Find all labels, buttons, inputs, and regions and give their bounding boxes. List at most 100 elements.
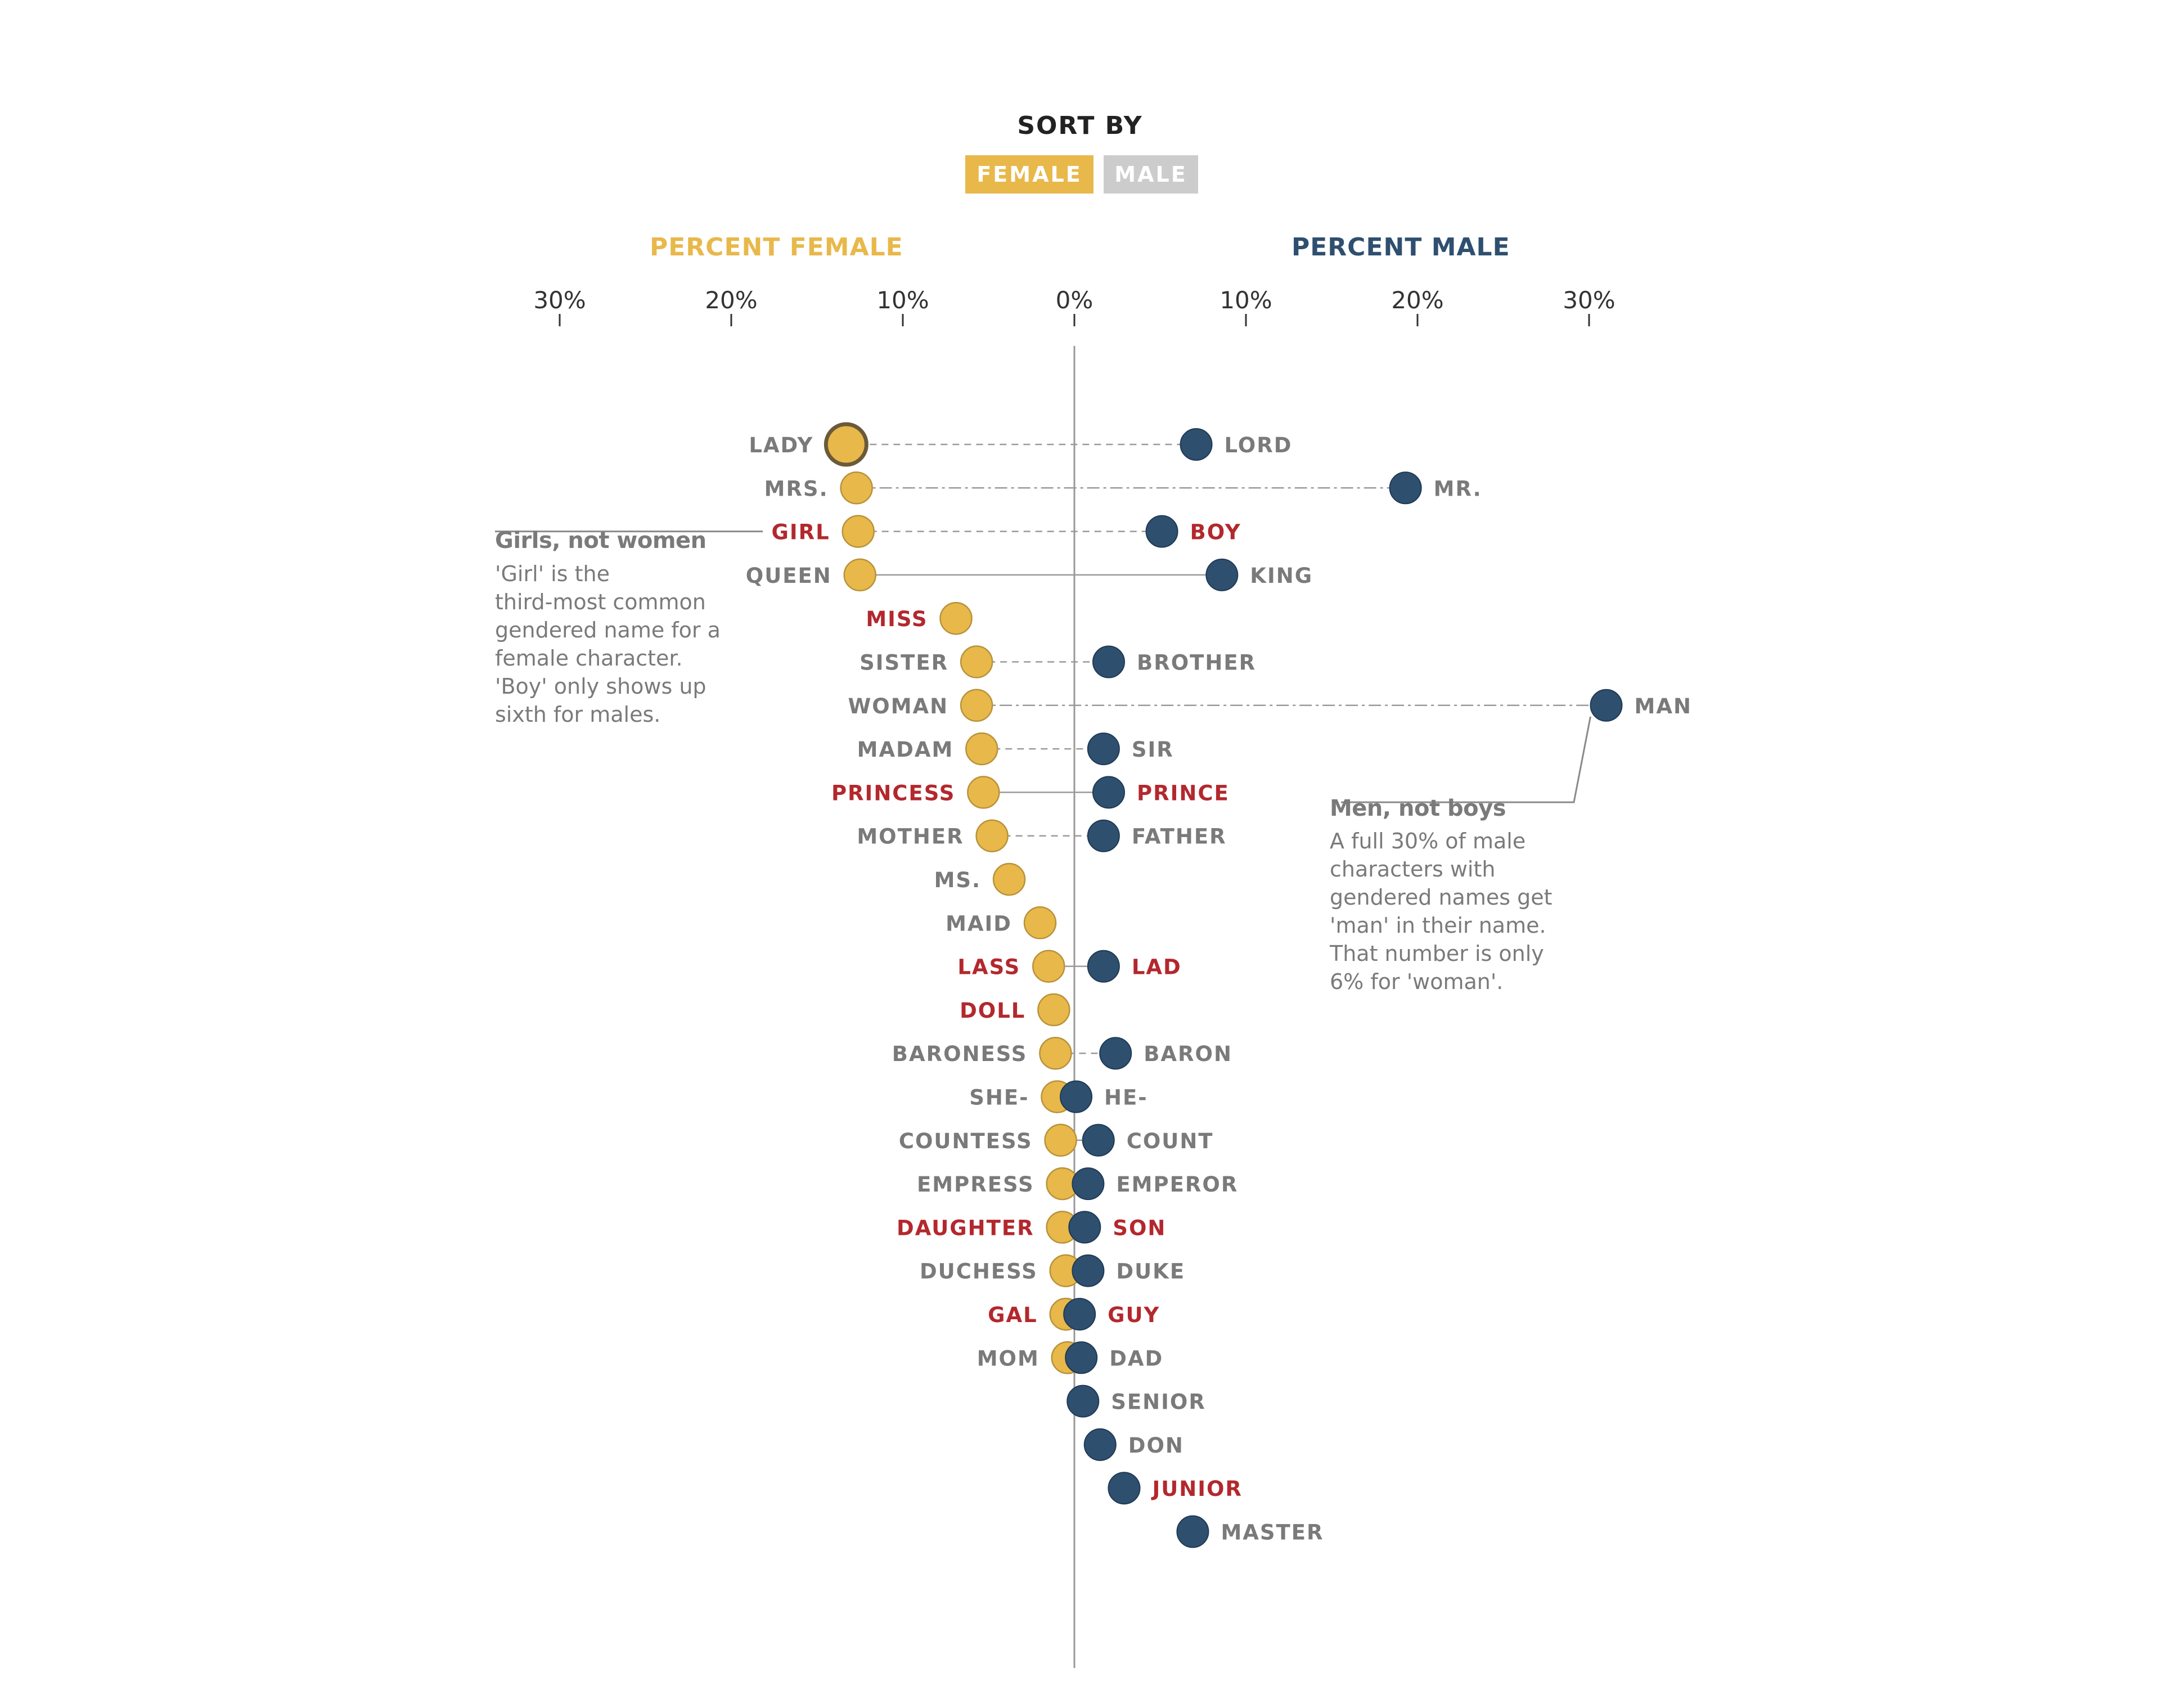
row: MOTHER FATHER xyxy=(857,819,1226,852)
male-dot[interactable] xyxy=(1082,1123,1115,1157)
row: MOM DAD xyxy=(977,1341,1163,1374)
sort-female-button[interactable]: FEMALE xyxy=(965,155,1094,194)
male-label: GUY xyxy=(1108,1303,1160,1327)
female-label: PRINCESS xyxy=(831,781,955,805)
row: LADY LORD xyxy=(749,422,1293,467)
male-label: SENIOR xyxy=(1111,1390,1206,1414)
male-label: LORD xyxy=(1225,433,1293,457)
annotation-left-body: 'Girl' is the third-most common gendered… xyxy=(495,561,721,727)
male-dot[interactable] xyxy=(1072,1254,1105,1287)
male-dot[interactable] xyxy=(1072,1167,1105,1201)
male-dot[interactable] xyxy=(1205,558,1239,591)
axis-tick-label: 10% xyxy=(876,286,929,314)
axis-tick-label: 30% xyxy=(533,286,586,314)
female-dot[interactable] xyxy=(843,558,876,592)
row: EMPRESS EMPEROR xyxy=(917,1167,1238,1201)
male-label: KING xyxy=(1250,564,1313,588)
male-label: SON xyxy=(1113,1216,1166,1240)
row: MAID xyxy=(946,906,1057,940)
row: DON xyxy=(1083,1428,1184,1461)
female-label: MAID xyxy=(946,911,1012,936)
female-dot[interactable] xyxy=(842,515,875,548)
male-dot[interactable] xyxy=(1087,819,1120,852)
female-dot[interactable] xyxy=(840,471,873,505)
male-dot[interactable] xyxy=(1590,689,1623,722)
female-label: MADAM xyxy=(857,738,954,762)
male-label: SIR xyxy=(1132,738,1174,762)
female-dot[interactable] xyxy=(967,776,1000,809)
female-label: SHE- xyxy=(969,1086,1029,1110)
row: MRS. MR. xyxy=(764,471,1481,505)
male-dot[interactable] xyxy=(1176,1515,1209,1548)
male-label: EMPEROR xyxy=(1116,1172,1238,1197)
male-label: DAD xyxy=(1109,1346,1163,1370)
row: COUNTESS COUNT xyxy=(899,1123,1214,1157)
row: GIRL BOY xyxy=(771,515,1240,548)
male-dot[interactable] xyxy=(1065,1341,1098,1374)
axis-tick-label: 0% xyxy=(1056,286,1094,314)
female-dot[interactable] xyxy=(992,862,1026,896)
male-label: DON xyxy=(1128,1433,1184,1458)
annotation-right-title: Men, not boys xyxy=(1330,795,1506,821)
male-label: PRINCE xyxy=(1137,781,1230,805)
row: MISS xyxy=(866,601,973,635)
female-dot[interactable] xyxy=(1044,1123,1077,1157)
male-dot[interactable] xyxy=(1180,428,1213,461)
female-dot[interactable] xyxy=(975,819,1009,852)
male-dot[interactable] xyxy=(1092,776,1125,809)
male-label: COUNT xyxy=(1127,1129,1214,1153)
female-label: SISTER xyxy=(860,651,948,675)
female-dot[interactable] xyxy=(824,422,868,467)
female-label: DUCHESS xyxy=(920,1260,1038,1284)
male-dot[interactable] xyxy=(1083,1428,1117,1461)
female-label: DOLL xyxy=(960,999,1025,1023)
female-label: EMPRESS xyxy=(917,1172,1034,1197)
male-dot[interactable] xyxy=(1087,950,1120,983)
row: DAUGHTER SON xyxy=(897,1211,1166,1244)
female-dot[interactable] xyxy=(960,645,993,678)
male-label: MAN xyxy=(1635,694,1692,718)
female-label: MISS xyxy=(866,607,928,631)
female-dot[interactable] xyxy=(1023,906,1057,940)
row: QUEEN KING xyxy=(746,558,1313,592)
female-dot[interactable] xyxy=(939,601,973,635)
female-label: MS. xyxy=(934,868,982,892)
female-label: MOM xyxy=(977,1346,1040,1370)
male-dot[interactable] xyxy=(1068,1211,1101,1244)
female-dot[interactable] xyxy=(960,689,993,722)
row: WOMAN MAN xyxy=(848,689,1692,722)
male-dot[interactable] xyxy=(1087,732,1120,766)
axis-tick-label: 20% xyxy=(705,286,757,314)
row: MADAM SIR xyxy=(857,732,1174,766)
male-dot[interactable] xyxy=(1099,1037,1132,1070)
female-label: DAUGHTER xyxy=(897,1216,1034,1240)
axis-tick-label: 10% xyxy=(1220,286,1272,314)
row: GAL GUY xyxy=(988,1297,1160,1331)
male-dot[interactable] xyxy=(1389,471,1422,505)
female-label: LASS xyxy=(957,955,1020,979)
annotation-right-leader xyxy=(1341,716,1591,803)
female-label: BARONESS xyxy=(892,1042,1028,1066)
male-dot[interactable] xyxy=(1060,1080,1093,1113)
annotation-left-title: Girls, not women xyxy=(495,528,706,554)
female-label: MRS. xyxy=(764,477,829,501)
male-dot[interactable] xyxy=(1092,645,1125,678)
sort-male-button[interactable]: MALE xyxy=(1104,155,1198,194)
male-dot[interactable] xyxy=(1145,515,1178,548)
row: PRINCESS PRINCE xyxy=(831,776,1230,809)
female-dot[interactable] xyxy=(1039,1036,1072,1070)
female-label: GAL xyxy=(988,1303,1038,1327)
female-dot[interactable] xyxy=(965,732,998,766)
male-dot[interactable] xyxy=(1108,1472,1141,1505)
female-label: MOTHER xyxy=(857,825,964,849)
male-dot[interactable] xyxy=(1063,1298,1096,1331)
row: DUCHESS DUKE xyxy=(920,1254,1184,1287)
female-dot[interactable] xyxy=(1037,993,1070,1027)
male-dot[interactable] xyxy=(1066,1385,1100,1418)
row: SISTER BROTHER xyxy=(860,645,1255,678)
row: BARONESS BARON xyxy=(892,1036,1231,1070)
female-label: WOMAN xyxy=(848,694,948,718)
female-dot[interactable] xyxy=(1032,950,1065,983)
